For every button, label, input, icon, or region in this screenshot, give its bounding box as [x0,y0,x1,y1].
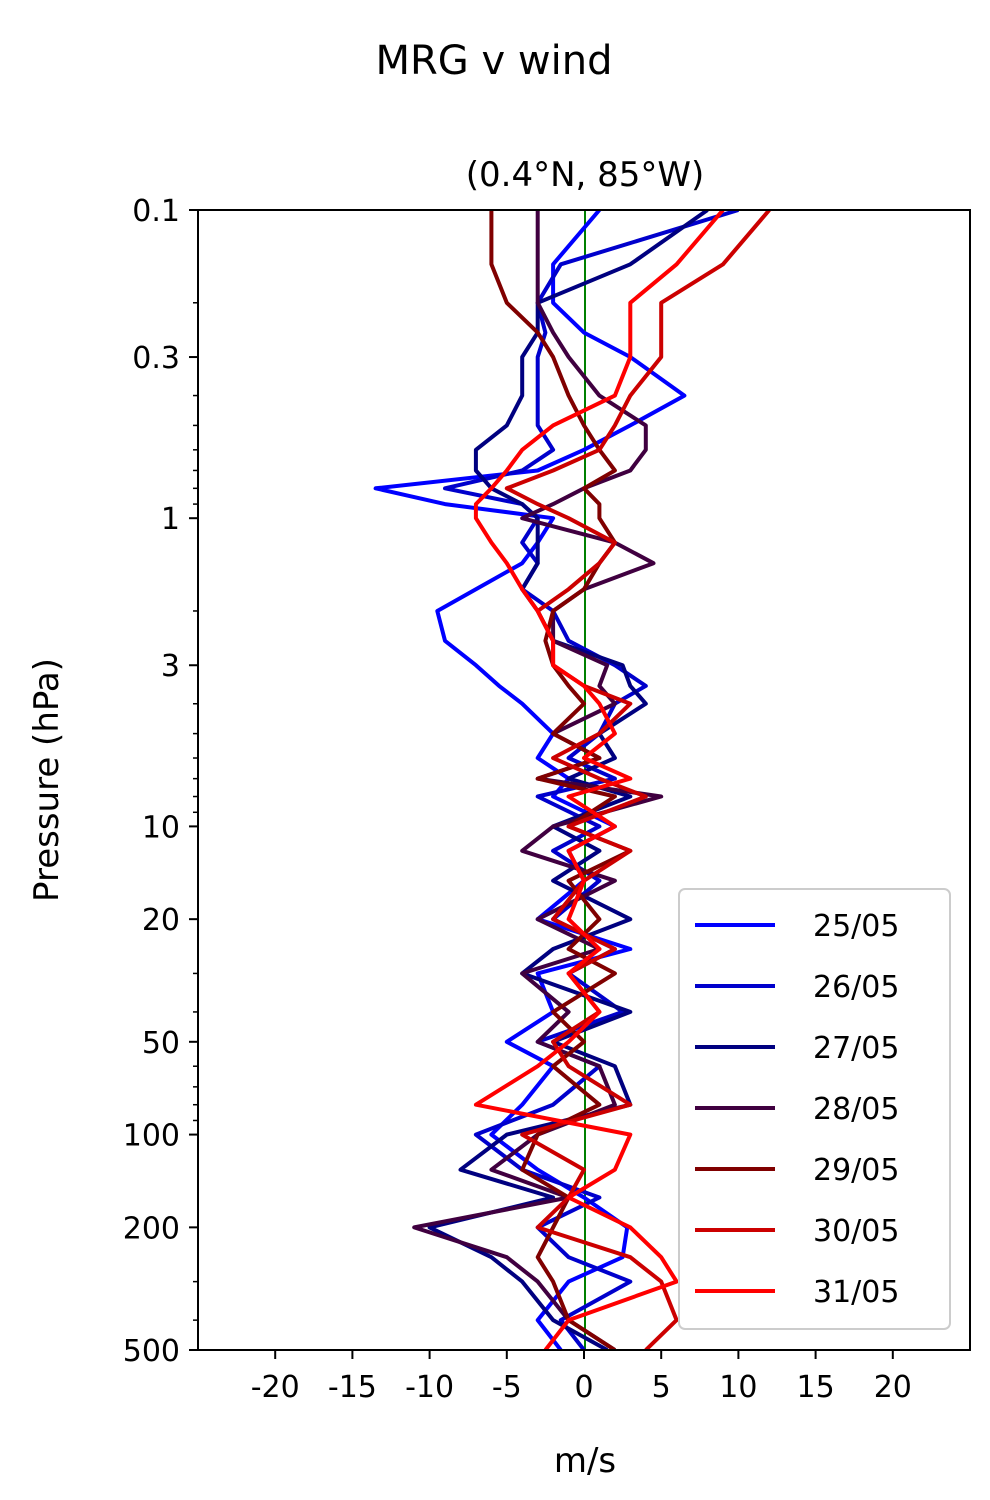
series-line-27-05 [427,210,709,1350]
legend-box [678,888,951,1330]
x-tick-label: -20 [251,1370,300,1405]
y-tick-label: 500 [123,1334,180,1369]
x-tick-label: 10 [719,1370,757,1405]
series-group [373,210,771,1350]
x-tick-label: 0 [574,1370,593,1405]
y-tick-label: 10 [142,810,180,845]
y-tick-label: 3 [161,649,180,684]
y-tick-label: 100 [123,1119,180,1154]
y-axis: 0.1 0.3 1 3 10 20 50 100 200 500 [123,194,198,1369]
x-axis: -20 -15 -10 -5 0 5 10 15 20 [251,1350,912,1405]
chart-suptitle: MRG v wind [376,38,613,84]
series-line-31-05 [473,210,725,1350]
legend-label: 31/05 [813,1275,899,1310]
series-line-30-05 [504,210,771,1350]
y-axis-label: Pressure (hPa) [27,658,67,902]
y-tick-label: 50 [142,1026,180,1061]
y-tick-label: 0.1 [132,194,180,229]
x-tick-label: 20 [874,1370,912,1405]
y-tick-label: 20 [142,903,180,938]
y-tick-label: 200 [123,1211,180,1246]
legend-label: 29/05 [813,1153,899,1188]
x-tick-label: -15 [328,1370,377,1405]
x-tick-label: 15 [797,1370,835,1405]
x-tick-label: -10 [405,1370,454,1405]
legend-label: 28/05 [813,1092,899,1127]
plot-frame [197,209,971,1351]
x-tick-label: 5 [652,1370,671,1405]
legend-label: 25/05 [813,909,899,944]
x-axis-label: m/s [554,1441,616,1481]
legend-label: 30/05 [813,1214,899,1249]
y-tick-label: 0.3 [132,341,180,376]
x-tick-label: -5 [492,1370,522,1405]
legend: 25/05 26/05 27/05 28/05 29/05 30/05 31/05 [678,888,951,1330]
series-line-26-05 [443,210,739,1350]
legend-label: 27/05 [813,1031,899,1066]
chart-title: (0.4°N, 85°W) [466,155,705,195]
y-tick-label: 1 [161,502,180,537]
legend-label: 26/05 [813,970,899,1005]
